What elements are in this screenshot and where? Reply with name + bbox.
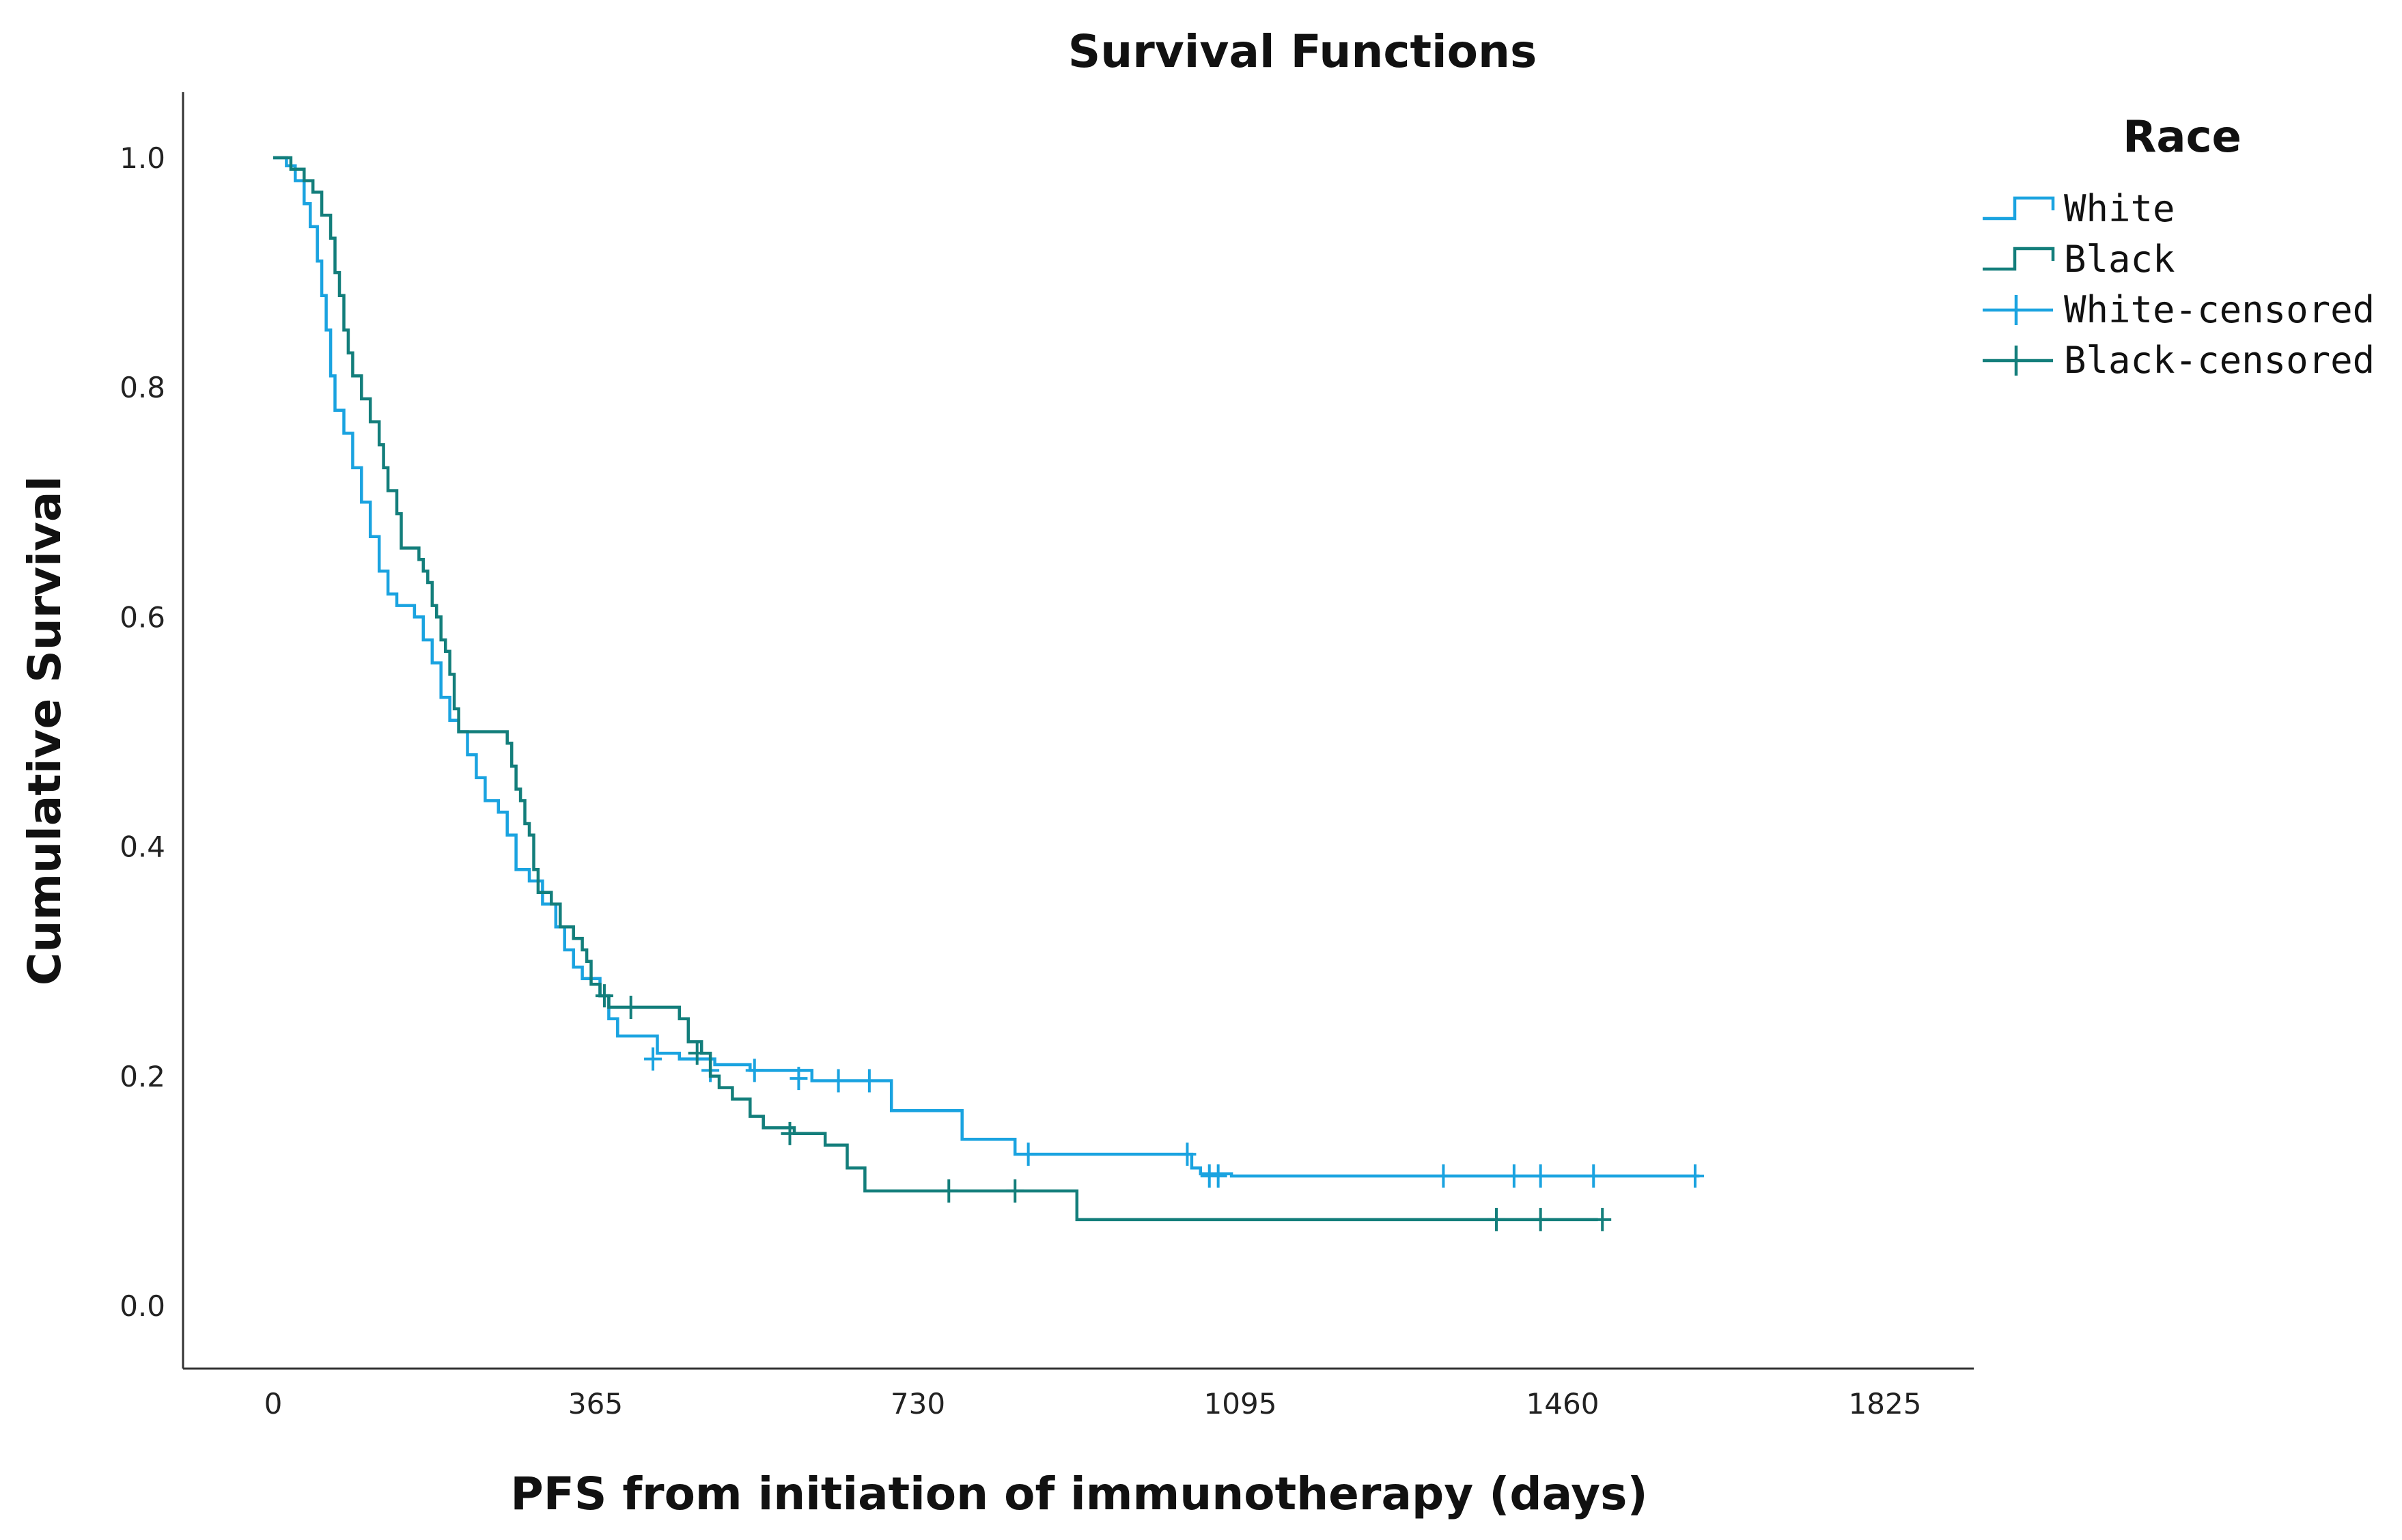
x-tick-label: 0 xyxy=(264,1387,283,1420)
black-censor-mark xyxy=(1006,1179,1024,1203)
black-censor-mark xyxy=(781,1121,799,1145)
white-censor-mark xyxy=(829,1069,848,1093)
black-censor-mark xyxy=(1531,1207,1550,1231)
legend: Race White Black White-censored Black-censo… xyxy=(1983,112,2375,382)
black-censor-mark xyxy=(1488,1207,1506,1231)
legend-swatch-white xyxy=(1983,196,2055,221)
legend-label-white-censored: White-censored xyxy=(2064,288,2375,331)
x-tick-label: 1095 xyxy=(1204,1387,1277,1420)
white-censor-mark xyxy=(860,1069,878,1093)
x-tick-label: 1825 xyxy=(1849,1387,1922,1420)
legend-swatch-black-censored xyxy=(1983,346,2053,376)
y-tick-label: 0.0 xyxy=(120,1289,165,1323)
white-censor-mark xyxy=(644,1047,662,1071)
legend-swatch-black xyxy=(1983,247,2055,271)
white-censor-mark xyxy=(745,1059,764,1082)
y-tick-label: 0.6 xyxy=(120,600,165,634)
y-axis-label: Cumulative Survival xyxy=(18,476,71,985)
black-censor-mark xyxy=(940,1179,958,1203)
x-tick-label: 1460 xyxy=(1526,1387,1600,1420)
black-censor-mark xyxy=(622,995,640,1019)
plot-area: 0.0 0.2 0.4 0.6 0.8 1.0 0 365 730 1095 1460 1825 xyxy=(120,92,1974,1420)
legend-label-white: White xyxy=(2064,187,2175,230)
white-survival-curve xyxy=(273,156,1700,1178)
series-layer xyxy=(273,156,1704,1231)
legend-items: White Black White-censored Black-censored xyxy=(1983,187,2375,382)
x-axis-ticks: 0 365 730 1095 1460 1825 xyxy=(264,1387,1922,1420)
x-tick-label: 365 xyxy=(568,1387,623,1420)
legend-title: Race xyxy=(2123,112,2242,163)
black-censor-mark xyxy=(1593,1207,1612,1231)
white-censor-mark xyxy=(1584,1164,1603,1188)
white-censor-mark xyxy=(1505,1164,1523,1188)
y-tick-label: 0.2 xyxy=(120,1060,165,1093)
legend-label-black-censored: Black-censored xyxy=(2064,339,2375,382)
legend-label-black: Black xyxy=(2064,238,2175,281)
x-axis-label: PFS from initiation of immunotherapy (da… xyxy=(510,1468,1647,1520)
chart-title: Survival Functions xyxy=(1068,25,1537,78)
legend-swatch-white-censored xyxy=(1983,295,2053,325)
black-censor-mark xyxy=(688,1041,706,1065)
white-censor-mark xyxy=(1019,1143,1037,1166)
white-censor-mark xyxy=(790,1067,808,1091)
white-censor-mark xyxy=(1531,1164,1550,1188)
y-tick-label: 0.8 xyxy=(120,371,165,404)
y-tick-label: 1.0 xyxy=(120,141,165,175)
x-tick-label: 730 xyxy=(891,1387,945,1420)
white-censor-mark xyxy=(1178,1143,1197,1166)
y-axis-ticks: 0.0 0.2 0.4 0.6 0.8 1.0 xyxy=(120,141,165,1323)
y-tick-label: 0.4 xyxy=(120,830,165,864)
white-censor-mark xyxy=(1209,1164,1227,1188)
white-censor-mark xyxy=(1686,1164,1704,1188)
black-censor-mark xyxy=(595,984,613,1008)
black-survival-curve xyxy=(273,156,1598,1222)
white-censor-mark xyxy=(1434,1164,1453,1188)
